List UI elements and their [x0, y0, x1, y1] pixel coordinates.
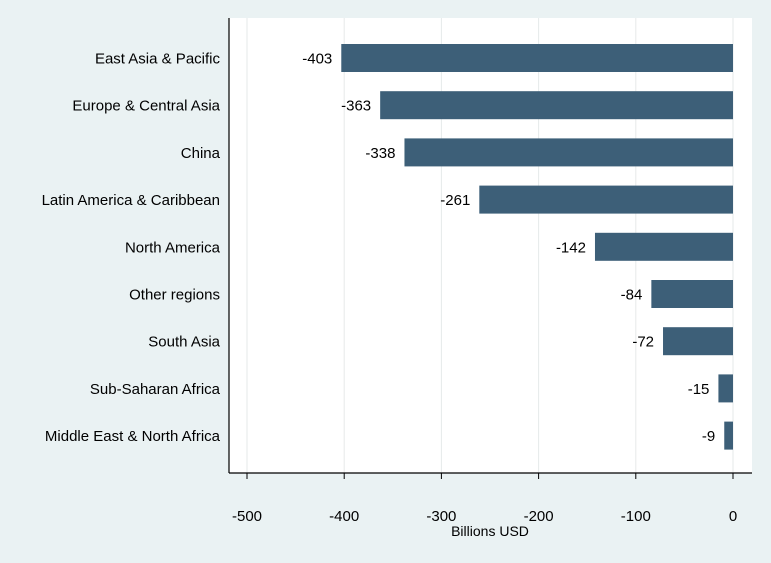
category-label: Other regions — [129, 287, 220, 304]
x-tick-label: -400 — [329, 508, 359, 525]
data-label: -84 — [621, 287, 643, 304]
bars — [341, 44, 733, 450]
bar — [380, 91, 733, 120]
x-tick-label: -200 — [524, 508, 554, 525]
data-label: -9 — [702, 428, 715, 445]
data-label: -15 — [688, 381, 710, 398]
x-tick-label: 0 — [729, 508, 737, 525]
category-label: Middle East & North Africa — [45, 428, 221, 445]
bar — [718, 374, 733, 403]
x-tick-label: -100 — [621, 508, 651, 525]
bar — [663, 327, 733, 356]
data-label: -261 — [440, 192, 470, 209]
bar — [404, 138, 733, 167]
x-tick-label: -500 — [232, 508, 262, 525]
category-label: East Asia & Pacific — [95, 51, 221, 68]
data-label: -363 — [341, 98, 371, 115]
x-tick-label: -300 — [426, 508, 456, 525]
category-label: North America — [125, 239, 221, 256]
bar — [724, 421, 733, 450]
data-label: -142 — [556, 239, 586, 256]
data-label: -403 — [302, 51, 332, 68]
labels: East Asia & Pacific -403 Europe & Central … — [42, 51, 716, 446]
category-label: China — [181, 145, 221, 162]
category-label: Sub-Saharan Africa — [90, 381, 221, 398]
data-label: -72 — [632, 334, 654, 351]
bar — [651, 280, 733, 308]
axes: -500 -400 -300 -200 -100 0 — [228, 18, 752, 525]
bar — [594, 232, 733, 261]
data-label: -338 — [365, 145, 395, 162]
category-label: South Asia — [148, 334, 220, 351]
category-label: Latin America & Caribbean — [42, 192, 220, 209]
x-axis-title: Billions USD — [451, 523, 529, 539]
category-label: Europe & Central Asia — [72, 98, 220, 115]
bar — [341, 44, 733, 72]
bar — [479, 185, 733, 214]
